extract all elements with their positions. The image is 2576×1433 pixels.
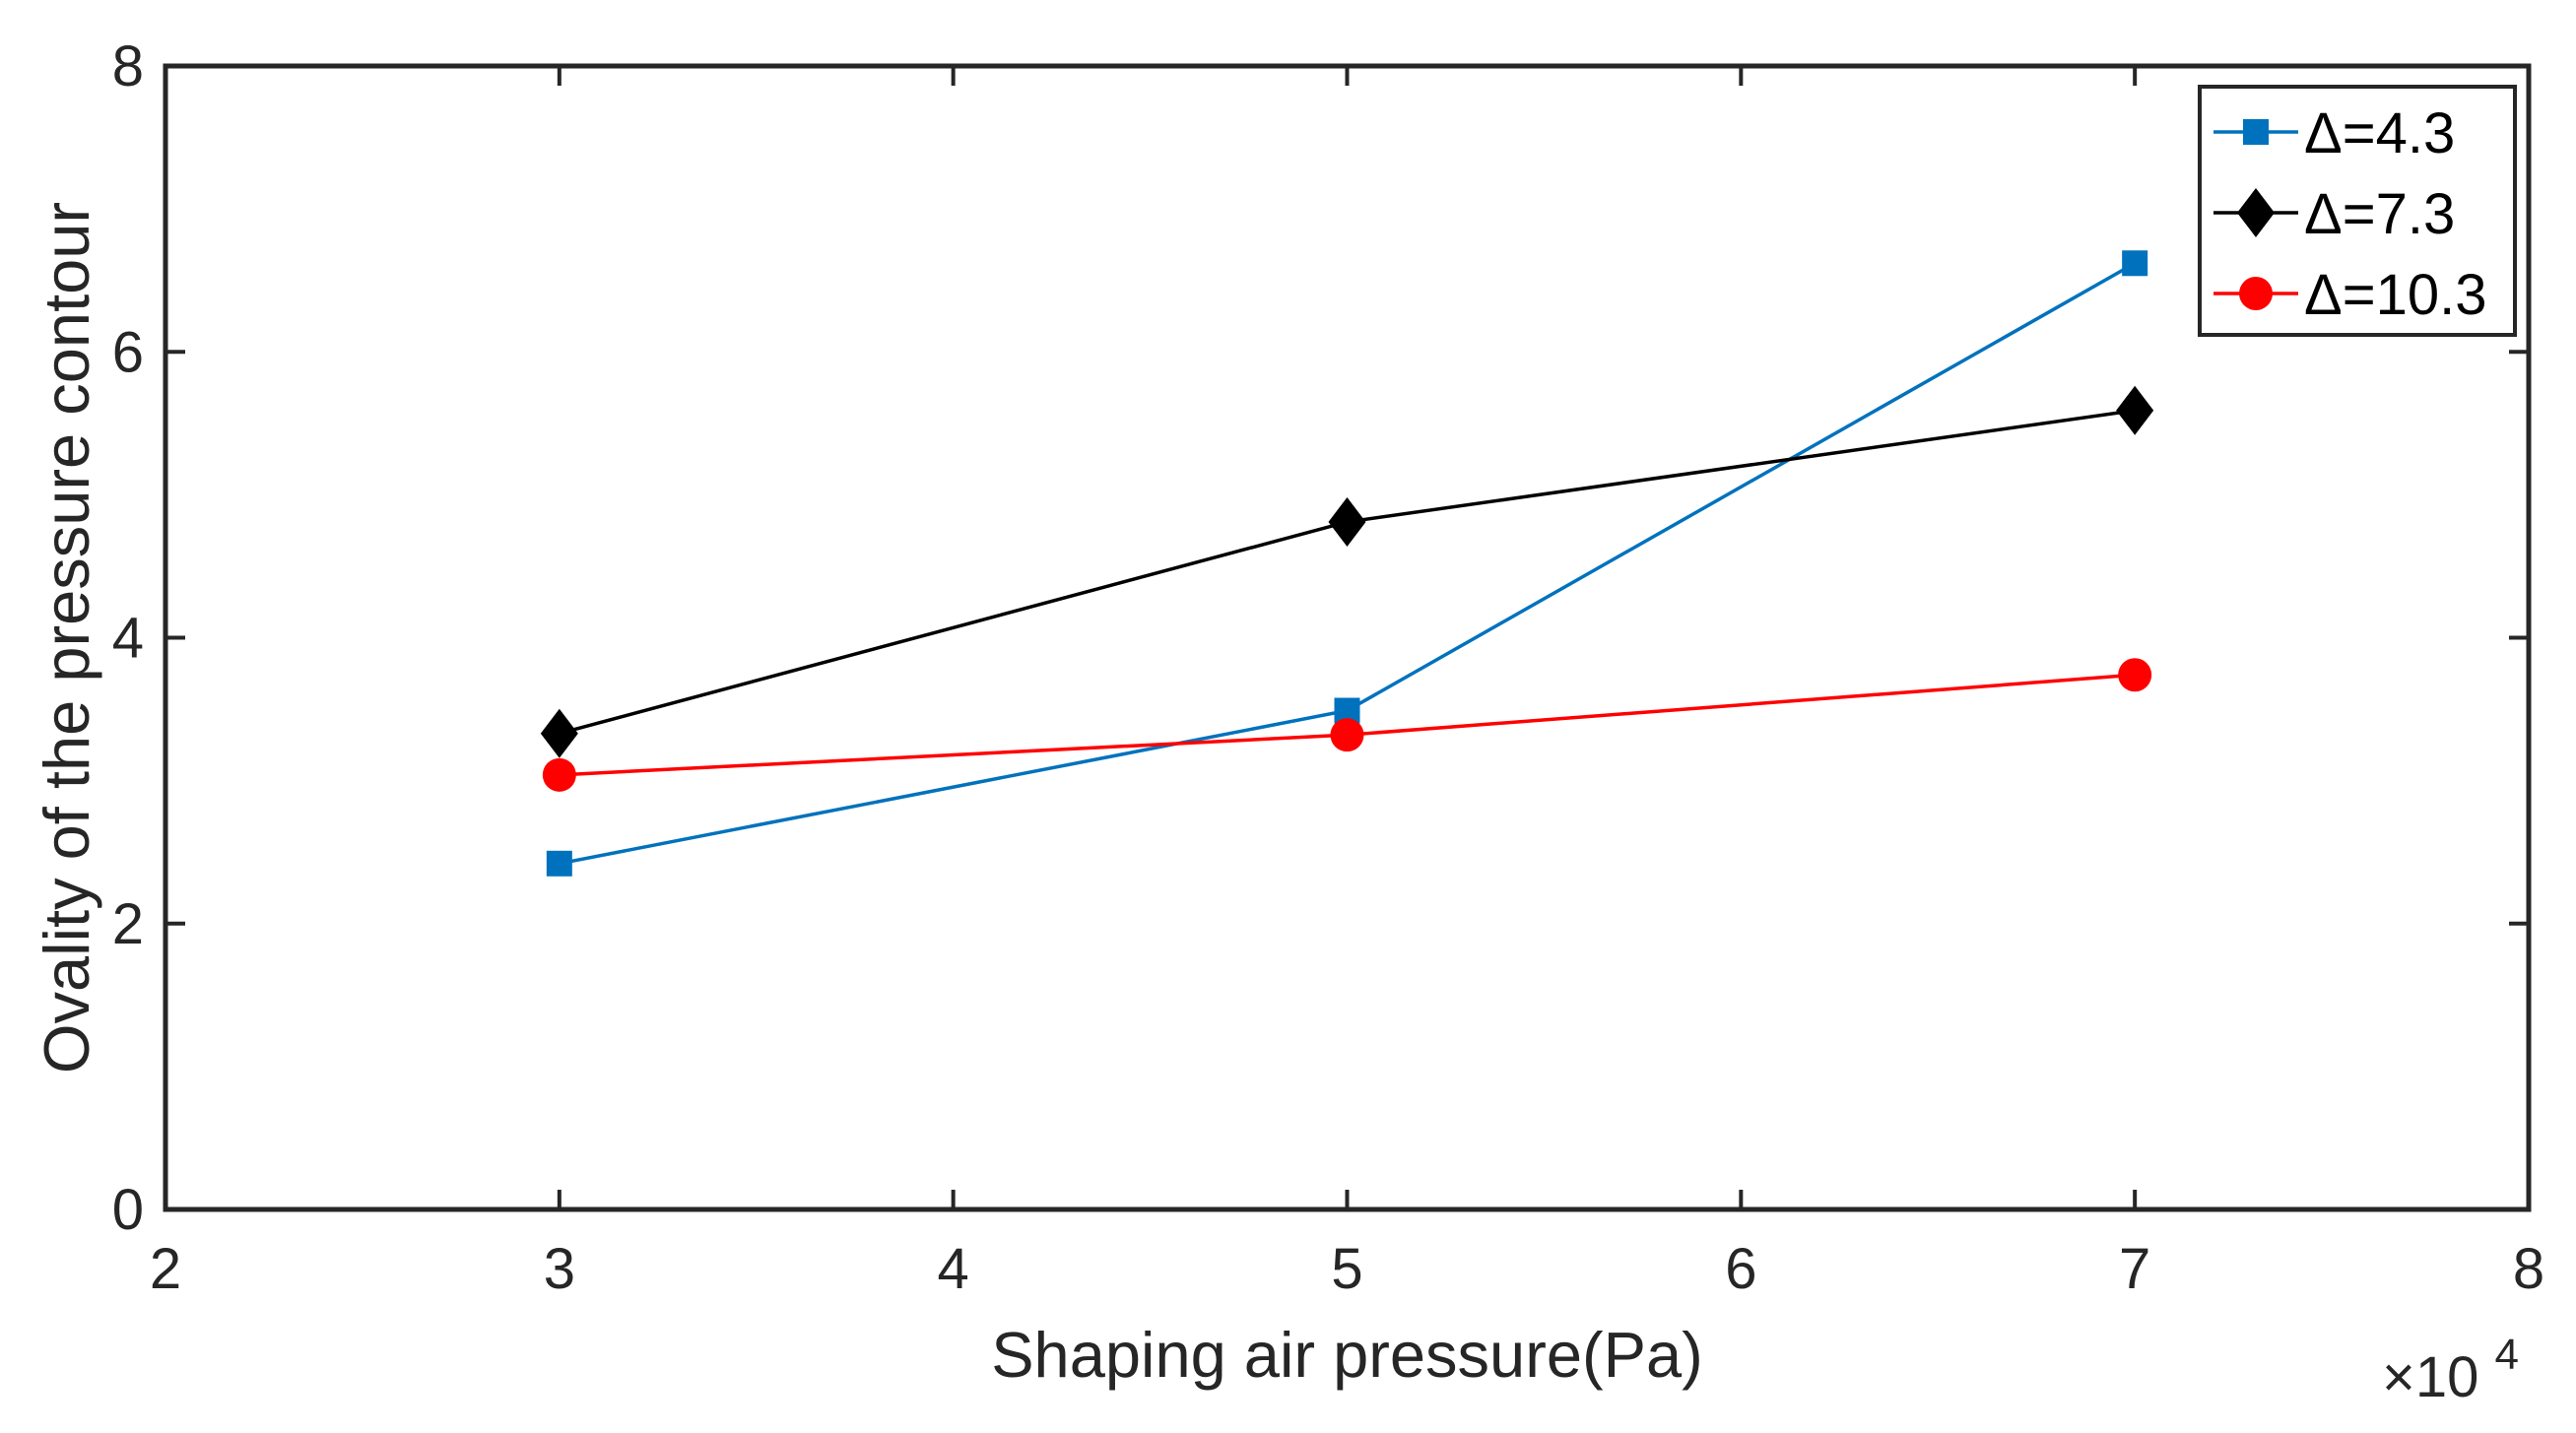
y-axis-title: Ovality of the pressure contour <box>31 202 102 1074</box>
plot-frame <box>163 63 2532 1212</box>
series-2-point <box>2116 385 2154 435</box>
legend-label: Δ=10.3 <box>2304 263 2487 327</box>
legend-item-1: Δ=4.3 <box>2213 101 2455 165</box>
x-tick-label: 5 <box>1331 1237 1362 1301</box>
legend-marker <box>2239 277 2273 310</box>
legend-items: Δ=4.3 Δ=7.3 Δ=10.3 <box>2213 101 2487 327</box>
y-tick-label: 0 <box>112 1178 144 1242</box>
series-layer <box>540 250 2154 877</box>
x-tick-label: 6 <box>1725 1237 1756 1301</box>
series-2-point <box>1328 496 1366 547</box>
series-1-point <box>2122 250 2148 277</box>
y-tick-label: 2 <box>112 892 144 956</box>
legend-label: Δ=7.3 <box>2304 182 2455 246</box>
y-tick-label: 6 <box>112 320 144 384</box>
legend-marker <box>2243 119 2269 145</box>
series-3-point <box>542 757 576 792</box>
x-axis-multiplier-base: ×10 <box>2382 1345 2478 1409</box>
series-1-point <box>546 850 572 877</box>
x-axis-multiplier-exponent: 4 <box>2495 1331 2519 1379</box>
legend-item-2: Δ=7.3 <box>2213 182 2455 246</box>
labels-layer: Shaping air pressure(Pa) Ovality of the … <box>31 202 2519 1409</box>
series-3-point <box>2118 658 2152 692</box>
series-3-point <box>1330 718 1364 752</box>
y-tick-label: 4 <box>112 607 144 671</box>
x-tick-label: 3 <box>544 1237 575 1301</box>
y-tick-label: 8 <box>112 34 144 98</box>
x-axis-multiplier: ×10 4 <box>2382 1331 2519 1409</box>
legend-marker <box>2237 188 2275 237</box>
legend: Δ=4.3 Δ=7.3 Δ=10.3 <box>2198 85 2517 337</box>
x-tick-label: 4 <box>938 1237 969 1301</box>
x-tick-label: 2 <box>150 1237 181 1301</box>
series-3 <box>542 658 2152 792</box>
series-1 <box>546 250 2148 877</box>
x-tick-label: 8 <box>2513 1237 2544 1301</box>
series-2-point <box>540 708 578 758</box>
series-2 <box>540 385 2154 758</box>
x-tick-label: 7 <box>2119 1237 2150 1301</box>
legend-item-3: Δ=10.3 <box>2213 263 2487 327</box>
legend-label: Δ=4.3 <box>2304 101 2455 165</box>
x-axis-title: Shaping air pressure(Pa) <box>991 1319 1703 1391</box>
